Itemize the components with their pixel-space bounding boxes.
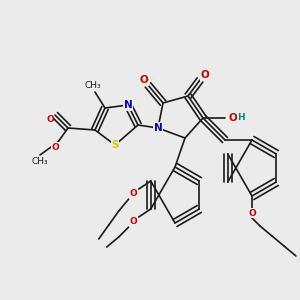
Text: O: O — [140, 75, 148, 85]
Text: O: O — [51, 142, 59, 152]
Text: CH₃: CH₃ — [85, 82, 101, 91]
Text: CH₃: CH₃ — [32, 157, 49, 166]
Text: H: H — [237, 113, 245, 122]
Text: N: N — [124, 100, 132, 110]
Text: O: O — [130, 218, 138, 226]
Text: O: O — [130, 190, 138, 199]
Text: O: O — [46, 115, 54, 124]
Text: N: N — [154, 123, 162, 133]
Text: S: S — [111, 140, 119, 150]
Text: O: O — [248, 208, 256, 217]
Text: O: O — [201, 70, 209, 80]
Text: O: O — [229, 113, 237, 123]
